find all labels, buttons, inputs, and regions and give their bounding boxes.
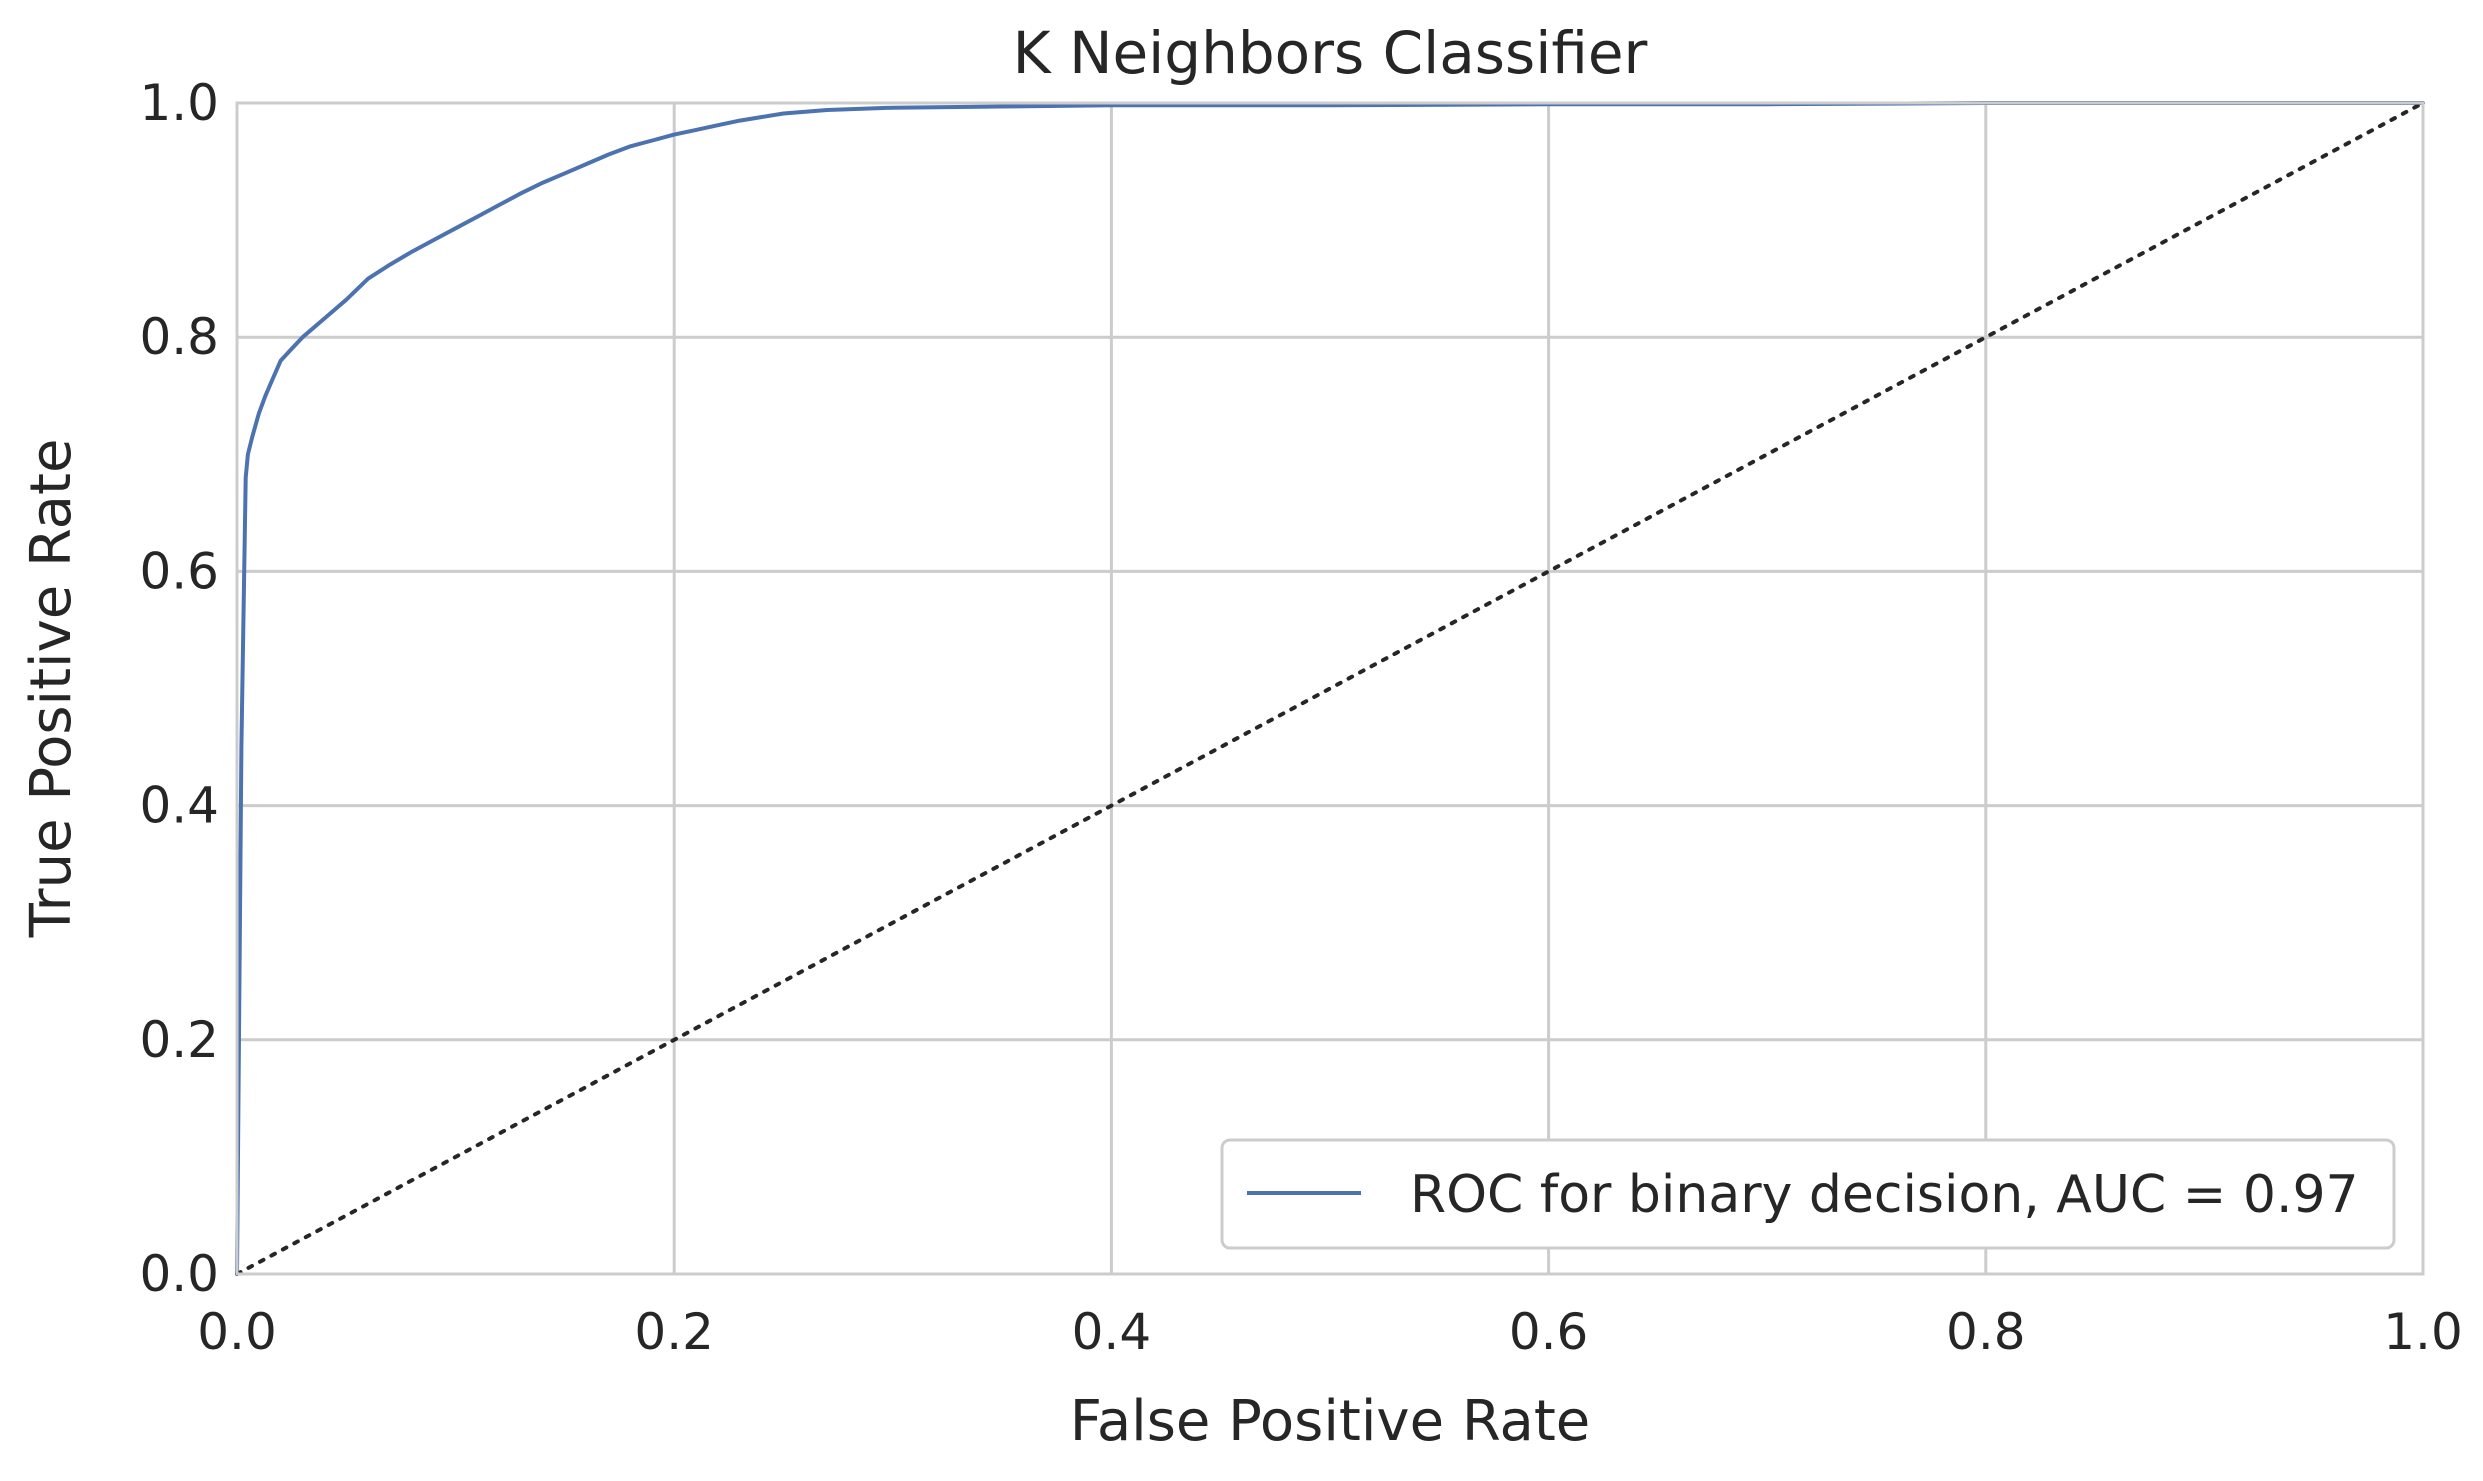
y-tick-label: 0.2	[139, 1011, 219, 1069]
x-axis-label: False Positive Rate	[1070, 1389, 1590, 1454]
y-tick-label: 0.4	[139, 777, 219, 835]
plot-frame	[235, 101, 2425, 1276]
legend-label: ROC for binary decision, AUC = 0.97	[1410, 1165, 2359, 1225]
x-tick-label: 0.6	[1509, 1303, 1589, 1361]
y-tick-label: 1.0	[139, 74, 219, 132]
x-tick-label: 0.0	[197, 1303, 277, 1361]
x-tick-label: 0.8	[1946, 1303, 2026, 1361]
tick-labels: 0.0 0.2 0.4 0.6 0.8 1.0 0.0 0.2 0.4 0.6 0.8 1.0	[139, 74, 2462, 1361]
x-tick-label: 0.2	[634, 1303, 714, 1361]
series-layer	[235, 101, 2425, 1276]
y-axis-label: True Positive Rate	[19, 439, 84, 939]
chance-diagonal-line	[235, 101, 2425, 1276]
y-tick-label: 0.0	[139, 1245, 219, 1303]
x-tick-label: 0.4	[1072, 1303, 1152, 1361]
legend-box	[1220, 1138, 2396, 1250]
x-tick-label: 1.0	[2383, 1303, 2463, 1361]
roc-curve-line	[235, 101, 2425, 1276]
y-tick-label: 0.6	[139, 542, 219, 600]
legend: ROC for binary decision, AUC = 0.97	[1220, 1138, 2396, 1250]
y-tick-label: 0.8	[139, 308, 219, 366]
chart-title: K Neighbors Classifier	[1013, 19, 1648, 87]
